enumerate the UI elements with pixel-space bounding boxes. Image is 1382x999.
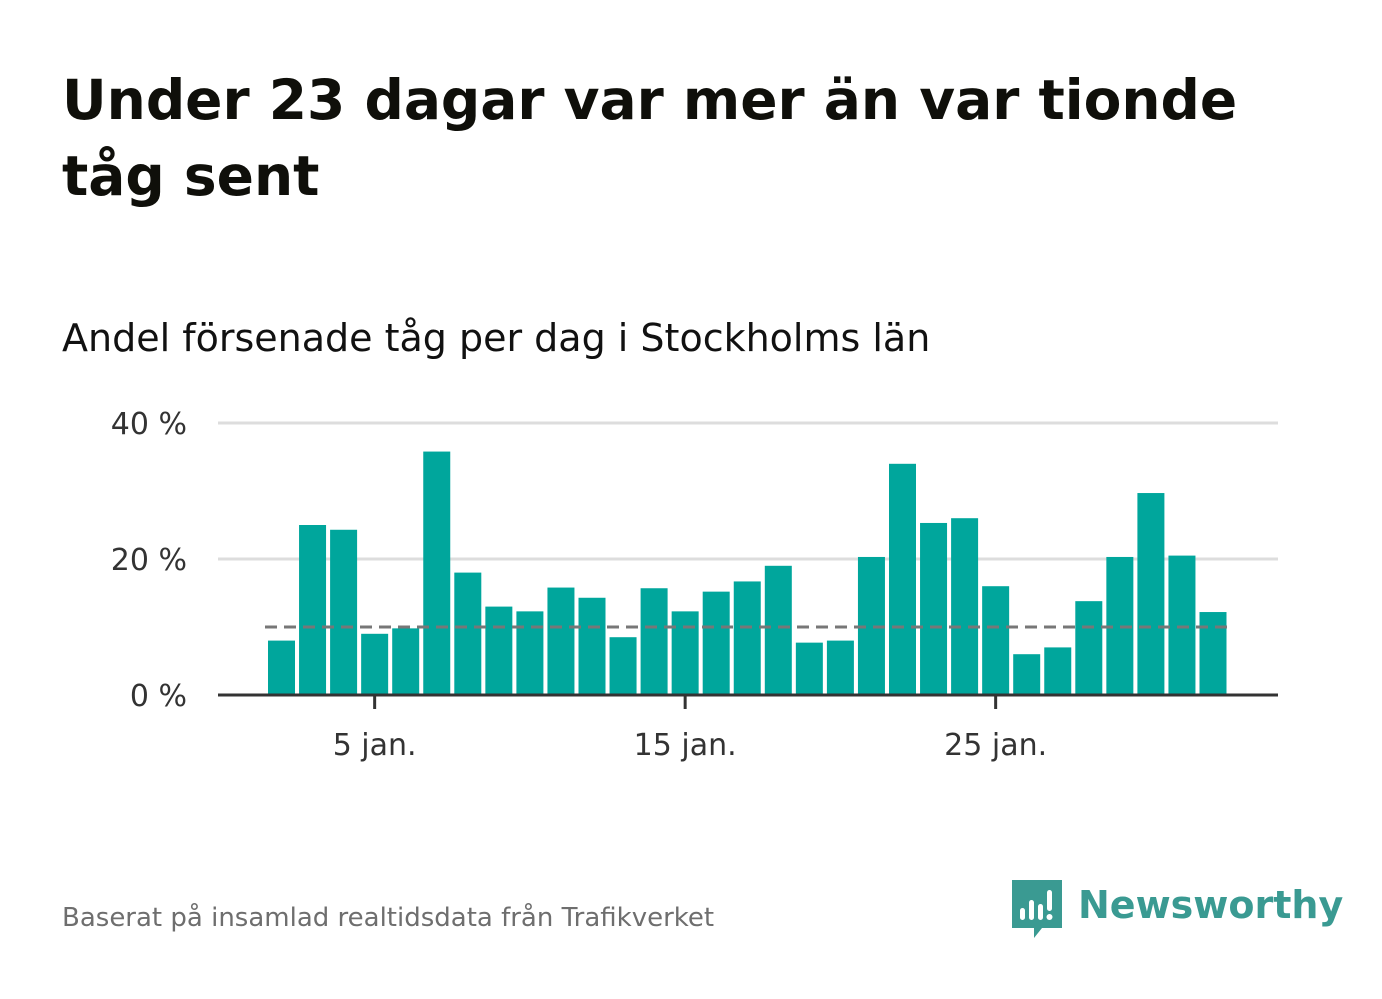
x-tick-label: 25 jan. — [944, 728, 1047, 763]
bar — [1137, 493, 1165, 695]
bar — [951, 518, 979, 695]
bar — [547, 587, 575, 695]
bar — [640, 588, 668, 695]
bar — [485, 606, 513, 695]
bar — [733, 581, 761, 695]
y-tick-label: 20 % — [111, 543, 187, 578]
brand-name: Newsworthy — [1078, 883, 1344, 927]
x-tick-label: 15 jan. — [634, 728, 737, 763]
bar — [1013, 654, 1041, 695]
bar — [454, 572, 482, 695]
bar — [920, 522, 948, 695]
bar — [516, 611, 544, 695]
chart-subtitle: Andel försenade tåg per dag i Stockholms… — [62, 316, 931, 360]
bar — [392, 628, 420, 695]
bar — [826, 640, 854, 695]
bar — [795, 642, 823, 695]
newsworthy-bar-chart-icon — [1012, 880, 1062, 938]
bar — [423, 451, 451, 695]
chart-title: Under 23 dagar var mer än var tionde tåg… — [62, 68, 1238, 208]
newsworthy-logo: Newsworthy — [1012, 880, 1343, 940]
bar — [1075, 601, 1103, 695]
bar — [299, 525, 327, 695]
y-tick-label: 0 % — [130, 679, 187, 714]
bar — [361, 633, 389, 695]
bar — [982, 586, 1010, 695]
bar — [578, 597, 606, 695]
bar — [268, 640, 295, 695]
bar — [889, 463, 916, 695]
bar — [702, 591, 730, 695]
source-note: Baserat på insamlad realtidsdata från Tr… — [62, 903, 715, 933]
bar — [330, 529, 358, 695]
x-tick-label: 5 jan. — [333, 728, 417, 763]
bar — [1168, 555, 1196, 695]
bar — [671, 611, 699, 695]
bar — [1199, 612, 1227, 695]
y-tick-label: 40 % — [111, 407, 187, 442]
bar — [1044, 647, 1072, 695]
bar — [609, 637, 637, 695]
bar — [764, 565, 792, 695]
